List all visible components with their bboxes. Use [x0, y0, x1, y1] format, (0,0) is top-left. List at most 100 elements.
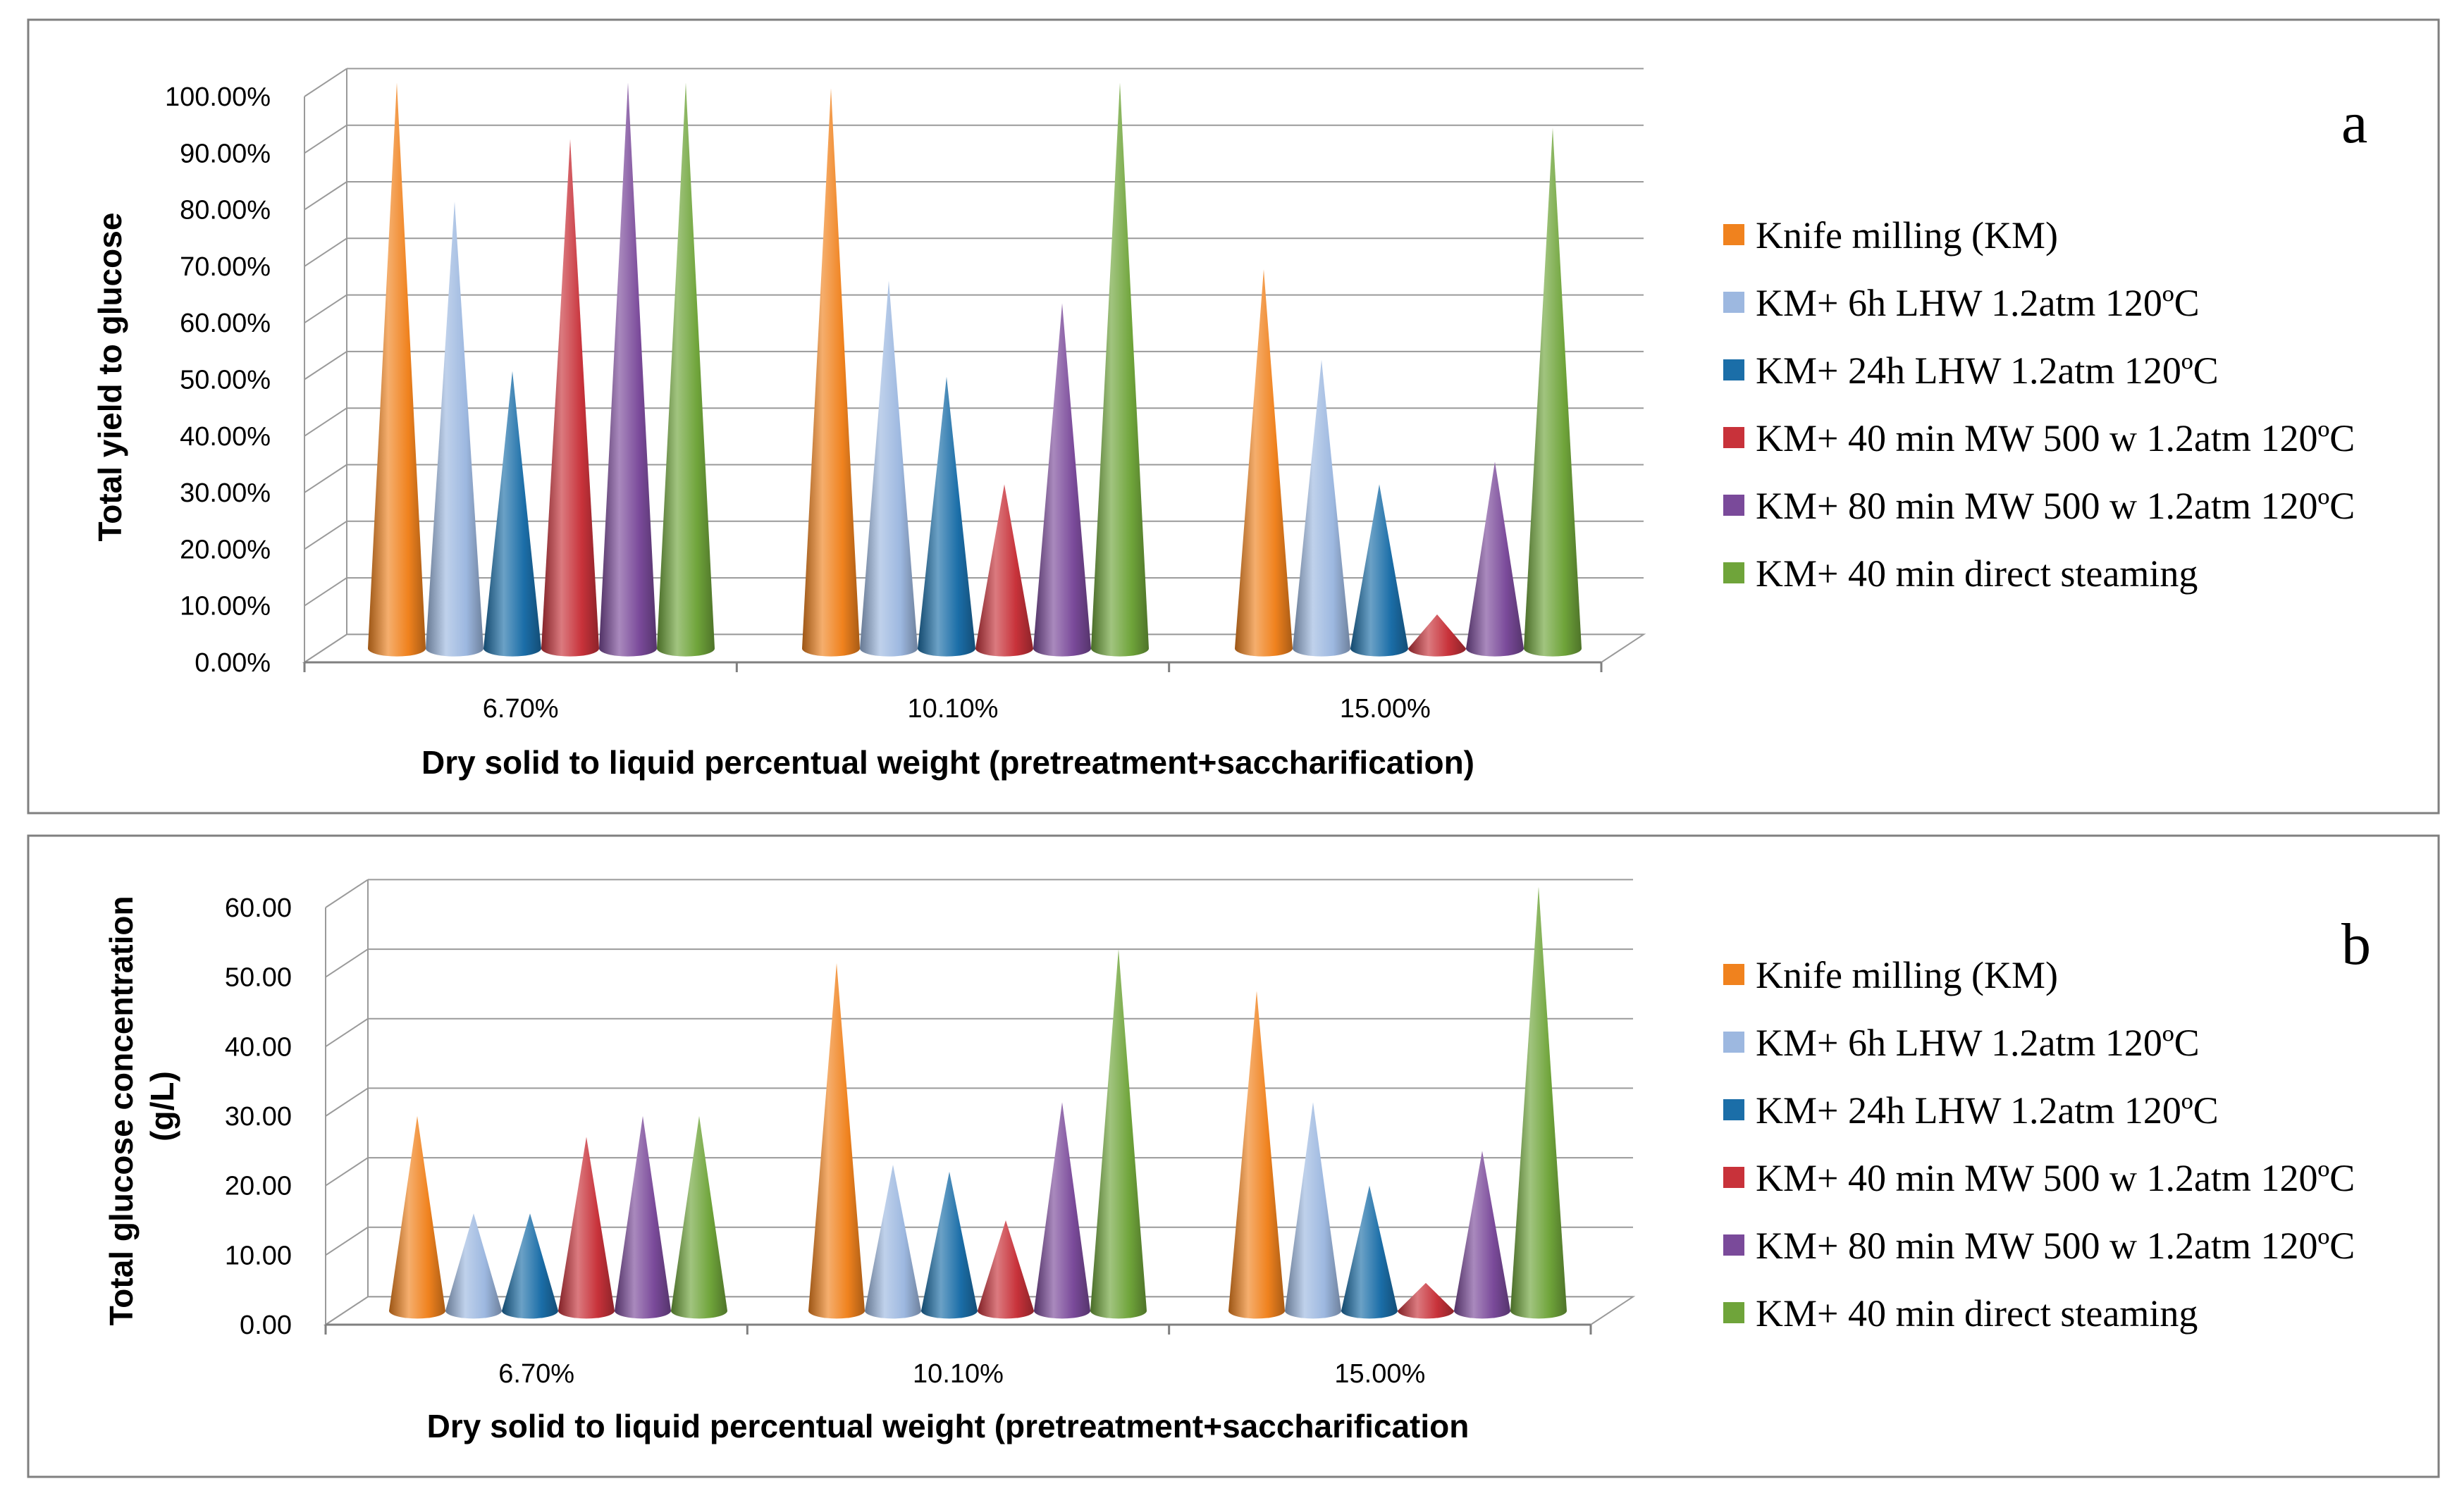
category-label: 6.70%	[498, 1359, 574, 1389]
y-tick-label: 0.00%	[195, 648, 271, 678]
cone-bar	[671, 1115, 727, 1319]
cone-bar	[1034, 1102, 1090, 1319]
legend-b: Knife milling (KM) KM+ 6h LHW 1.2atm 120º…	[1723, 954, 2355, 1335]
cone-bar	[1341, 1185, 1398, 1319]
legend-a: Knife milling (KM) KM+ 6h LHW 1.2atm 120º…	[1723, 214, 2355, 595]
cone-bar	[860, 280, 918, 657]
gridline-side	[325, 1157, 369, 1187]
legend-swatch	[1723, 1032, 1744, 1053]
gridline-side	[325, 1087, 369, 1117]
cone-bar	[802, 88, 860, 657]
gridline-side	[325, 948, 369, 978]
ticks-a: 0.00% 10.00% 20.00% 30.00% 40.00% 50.00% 60.00…	[165, 82, 271, 678]
cone-bar	[865, 1165, 921, 1319]
legend-label: KM+ 24h LHW 1.2atm 120ºC	[1756, 349, 2219, 392]
cone-bar	[558, 1137, 615, 1319]
y-tick-label: 20.00	[225, 1172, 292, 1201]
y-tick-label: 20.00%	[180, 535, 271, 564]
cone-bar	[1398, 1282, 1454, 1319]
y-axis-title-b-line2: (g/L)	[144, 1071, 180, 1141]
ticks-b: 0.00 10.00 20.00 30.00 40.00 50.00 60.00	[225, 893, 292, 1340]
x-axis-title-a: Dry solid to liquid percentual weight (p…	[421, 744, 1474, 781]
cone-bar	[483, 371, 541, 657]
y-tick-label: 10.00%	[180, 592, 271, 621]
legend-label: Knife milling (KM)	[1756, 954, 2058, 996]
legend-label: KM+ 6h LHW 1.2atm 120ºC	[1756, 1022, 2200, 1064]
gridline-side	[325, 1017, 369, 1048]
cone-bar	[1285, 1102, 1341, 1319]
y-tick-label: 80.00%	[180, 196, 271, 225]
legend-swatch	[1723, 427, 1744, 448]
y-tick-label: 30.00%	[180, 478, 271, 508]
cone-bar	[1466, 462, 1524, 657]
categories-a: 6.70% 10.10% 15.00%	[483, 694, 1431, 724]
y-tick-label: 100.00%	[165, 82, 271, 112]
cone-bar	[1033, 303, 1091, 657]
gridline-side	[304, 237, 347, 267]
legend-label: KM+ 40 min direct steaming	[1756, 552, 2198, 595]
cone-bar	[921, 1171, 978, 1319]
y-tick-label: 70.00%	[180, 252, 271, 282]
legend-label: KM+ 40 min MW 500 w 1.2atm 120ºC	[1756, 417, 2355, 459]
gridline-side	[325, 1226, 369, 1256]
legend-swatch	[1723, 292, 1744, 313]
y-tick-label: 40.00%	[180, 422, 271, 452]
y-tick-label: 60.00	[225, 893, 292, 923]
legend-label: KM+ 80 min MW 500 w 1.2atm 120ºC	[1756, 1225, 2355, 1267]
cone-bar	[1090, 949, 1147, 1319]
legend-label: KM+ 40 min direct steaming	[1756, 1292, 2198, 1335]
y-axis-title-a: Total yield to glucose	[92, 213, 128, 542]
y-tick-label: 50.00%	[180, 366, 271, 395]
cone-bar	[808, 962, 865, 1319]
category-label: 10.10%	[913, 1359, 1004, 1389]
gridline-side	[304, 68, 347, 97]
gridline-side	[325, 879, 369, 908]
chart-a: 0.00% 10.00% 20.00% 30.00% 40.00% 50.00% 60.00…	[92, 68, 2367, 781]
gridline-side	[304, 124, 347, 154]
legend-swatch	[1723, 495, 1744, 516]
legend-swatch	[1723, 1099, 1744, 1120]
y-tick-label: 0.00	[240, 1311, 292, 1340]
y-tick-label: 30.00	[225, 1102, 292, 1132]
category-label: 10.10%	[908, 694, 999, 724]
legend-label: KM+ 6h LHW 1.2atm 120ºC	[1756, 282, 2200, 324]
cone-bar	[615, 1115, 671, 1319]
gridline-side	[304, 520, 347, 550]
cones-a	[368, 82, 1582, 657]
legend-label: KM+ 40 min MW 500 w 1.2atm 120ºC	[1756, 1157, 2355, 1199]
legend-swatch	[1723, 1167, 1744, 1188]
y-axis-title-b: Total glucose concentration (g/L)	[103, 887, 180, 1326]
y-axis-title-b-line1: Total glucose concentration	[103, 896, 140, 1325]
cone-bar	[1510, 886, 1567, 1319]
y-tick-label: 10.00	[225, 1241, 292, 1270]
y-tick-label: 90.00%	[180, 139, 271, 168]
gridline-side	[304, 351, 347, 380]
cone-bar	[1454, 1151, 1510, 1319]
gridline-side	[304, 181, 347, 211]
category-label: 15.00%	[1340, 694, 1431, 724]
gridline-side	[304, 464, 347, 493]
cone-bar	[1293, 359, 1350, 657]
legend-swatch	[1723, 964, 1744, 985]
legend-swatch	[1723, 224, 1744, 245]
cones-b	[389, 886, 1567, 1319]
legend-swatch	[1723, 562, 1744, 583]
cone-bar	[502, 1213, 559, 1319]
panel-b-frame	[27, 834, 2440, 1478]
x-axis-title-b: Dry solid to liquid percentual weight (p…	[427, 1408, 1470, 1444]
cone-bar	[389, 1115, 445, 1319]
cone-bar	[1350, 484, 1408, 657]
legend-label: Knife milling (KM)	[1756, 214, 2058, 256]
cone-bar	[599, 82, 657, 657]
gridline-side	[304, 577, 347, 607]
category-label: 6.70%	[483, 694, 559, 724]
cone-bar	[918, 376, 975, 657]
cone-bar	[657, 82, 715, 657]
panel-label-b: b	[2341, 912, 2371, 977]
cone-bar	[426, 201, 483, 657]
cone-bar	[1228, 991, 1285, 1319]
category-label: 15.00%	[1334, 1359, 1425, 1389]
cone-bar	[1091, 82, 1149, 657]
panel-a-frame	[27, 18, 2440, 815]
